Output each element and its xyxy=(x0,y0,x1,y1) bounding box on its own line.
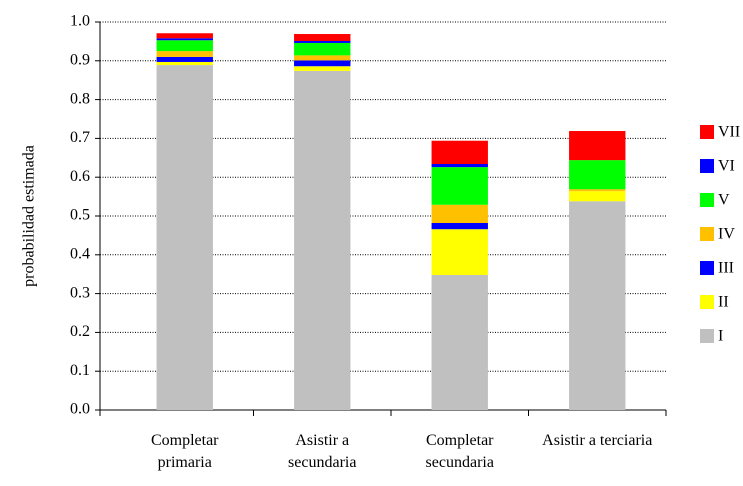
bar-segment xyxy=(569,131,626,161)
y-tick-label: 1.0 xyxy=(70,13,90,30)
y-tick-label: 0.9 xyxy=(70,51,90,68)
legend-swatch xyxy=(700,227,714,241)
bar-segment xyxy=(569,189,626,192)
bar-segment xyxy=(431,164,488,168)
x-tick-label: Asistir a terciaria xyxy=(542,432,653,449)
bar-segment xyxy=(431,140,488,165)
y-axis-label: probabilidad estimada xyxy=(21,145,38,287)
bar-segment xyxy=(431,222,488,230)
x-tick-label: Asistir a secundaria xyxy=(288,432,357,471)
x-tick-label: Completar primaria xyxy=(150,432,219,471)
bar-segment xyxy=(569,160,626,190)
legend-label: IV xyxy=(718,226,735,243)
bar-segment xyxy=(569,201,626,410)
bar-segment xyxy=(156,33,213,39)
bar-segment xyxy=(156,65,213,411)
y-tick-label: 0.0 xyxy=(70,401,90,418)
bar-segment xyxy=(156,56,213,62)
legend-swatch xyxy=(700,329,714,343)
bar-segment xyxy=(294,42,351,56)
bar-segment xyxy=(294,55,351,61)
bar-segment xyxy=(294,70,351,410)
y-tick-label: 0.5 xyxy=(70,207,90,224)
legend-label: I xyxy=(718,328,723,345)
bar-segment xyxy=(294,60,351,67)
bar-segment xyxy=(431,204,488,223)
legend-swatch xyxy=(700,261,714,275)
bar-segment xyxy=(294,41,351,43)
y-tick-label: 0.7 xyxy=(70,129,90,146)
legend-label: II xyxy=(718,294,729,311)
legend-label: VI xyxy=(718,158,735,175)
bar-segment xyxy=(569,191,626,202)
bar-segment xyxy=(431,167,488,205)
bar-segment xyxy=(156,61,213,66)
bar-segment xyxy=(294,66,351,71)
y-tick-label: 0.3 xyxy=(70,284,90,301)
y-tick-label: 0.1 xyxy=(70,362,90,379)
legend-swatch xyxy=(700,295,714,309)
bar-segment xyxy=(156,51,213,57)
legend-label: V xyxy=(718,192,730,209)
bar-segment xyxy=(294,34,351,42)
x-tick-label: Completar secundaria xyxy=(425,432,494,471)
legend-label: III xyxy=(718,260,734,277)
legend-swatch xyxy=(700,159,714,173)
legend-swatch xyxy=(700,125,714,139)
bar-segment xyxy=(156,40,213,52)
y-tick-label: 0.8 xyxy=(70,90,90,107)
y-tick-label: 0.2 xyxy=(70,323,90,340)
bar-segment xyxy=(431,229,488,275)
y-tick-label: 0.6 xyxy=(70,168,90,185)
y-tick-label: 0.4 xyxy=(70,245,90,262)
bar-segment xyxy=(431,274,488,410)
bar-segment xyxy=(156,38,213,41)
legend-label: VII xyxy=(718,124,740,141)
legend-swatch xyxy=(700,193,714,207)
